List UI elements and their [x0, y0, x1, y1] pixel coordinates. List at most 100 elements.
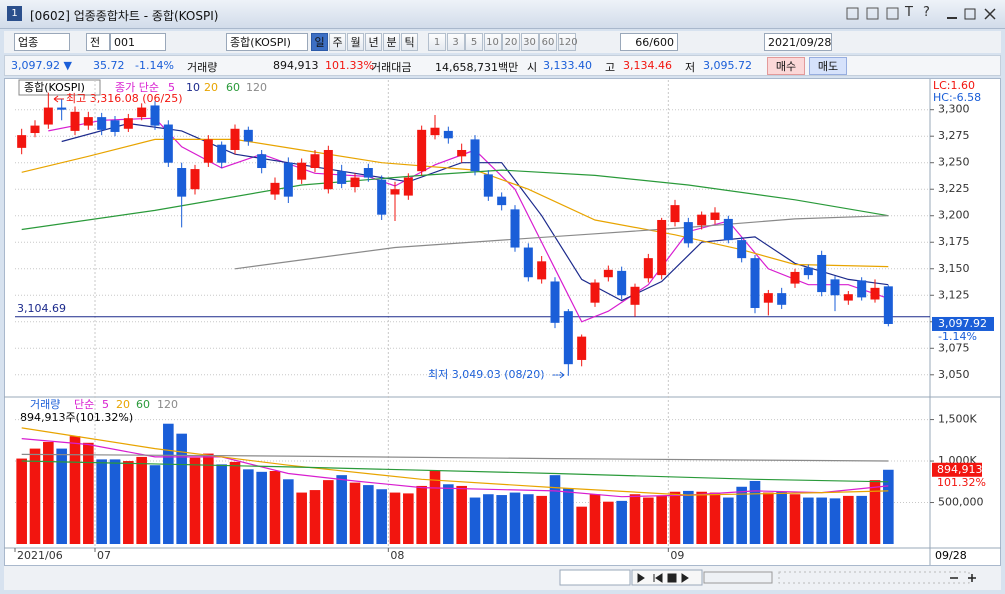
- icon-text[interactable]: T: [905, 5, 913, 20]
- zoom-slider[interactable]: [703, 571, 773, 584]
- candle-body: [737, 240, 747, 259]
- volume-bar: [549, 475, 561, 544]
- rate: -1.14%: [135, 59, 174, 72]
- y-tick-label: 500,000: [938, 496, 984, 509]
- volume-bar: [523, 494, 534, 544]
- legend-entry: 120: [246, 81, 267, 94]
- last-volume-box: [932, 462, 982, 477]
- interval-button[interactable]: 20: [502, 33, 520, 51]
- scope-select[interactable]: 전: [86, 33, 110, 51]
- candle-body: [803, 267, 813, 276]
- legend-prefix: 종가 단순: [115, 81, 159, 94]
- legend-entry: 5: [102, 398, 109, 411]
- help-icon[interactable]: ?: [923, 5, 930, 20]
- candle-body: [403, 177, 413, 196]
- interval-button[interactable]: 10: [483, 33, 502, 51]
- candle-body: [763, 293, 773, 303]
- volume-bar: [776, 491, 787, 544]
- candle-body: [523, 247, 533, 278]
- date-input[interactable]: 2021/09/28: [764, 33, 832, 51]
- moving-average-line: [21, 138, 889, 268]
- y-tick-label: 3,175: [938, 235, 970, 248]
- volume-title: 거래량: [30, 398, 60, 411]
- candle-body: [43, 107, 53, 125]
- low: 3,095.72: [703, 59, 752, 72]
- volume-bar: [296, 492, 307, 544]
- x-tick-label: 08: [390, 549, 404, 562]
- maximize[interactable]: [964, 8, 976, 20]
- code-input[interactable]: 001: [110, 33, 166, 51]
- volume-bar: [389, 492, 401, 544]
- interval-button[interactable]: 120: [557, 33, 578, 51]
- volume-bar: [883, 469, 894, 544]
- play-icons[interactable]: [637, 573, 689, 583]
- y-tick-label: 3,300: [938, 103, 970, 116]
- candle-body: [843, 294, 853, 301]
- candle-body: [17, 135, 27, 148]
- y-tick-label: 3,200: [938, 209, 970, 222]
- amount: 14,658,731백만: [435, 61, 519, 74]
- volume-bar: [669, 491, 681, 544]
- period-button[interactable]: 일: [311, 33, 328, 51]
- volume-bar: [403, 493, 414, 544]
- interval-button[interactable]: 1: [428, 33, 446, 51]
- icon[interactable]: [886, 7, 899, 20]
- volume-bar: [229, 461, 241, 544]
- close[interactable]: [984, 8, 996, 20]
- reference-label: 3,104.69: [17, 302, 66, 315]
- candle-body: [537, 261, 547, 280]
- interval-button[interactable]: 5: [465, 33, 483, 51]
- volume-bar: [483, 494, 494, 544]
- legend-entry: 10: [186, 81, 200, 94]
- volume-bar: [309, 490, 321, 544]
- period-button[interactable]: 년: [365, 33, 382, 51]
- interval-button[interactable]: 60: [539, 33, 557, 51]
- icon[interactable]: [866, 7, 879, 20]
- volume-bar: [469, 497, 481, 544]
- volume-bar: [709, 492, 721, 544]
- x-tick-label: 09: [670, 549, 684, 562]
- interval-button[interactable]: 3: [446, 33, 465, 51]
- sell-button[interactable]: 매도: [809, 57, 847, 75]
- volume-bar: [216, 464, 227, 544]
- price: 3,097.92 ▼: [11, 59, 72, 72]
- window-controls[interactable]: [845, 6, 1005, 22]
- market-select[interactable]: 업종: [14, 33, 70, 51]
- play-controls[interactable]: [631, 569, 703, 586]
- volume-bar: [576, 506, 587, 544]
- candle-body: [857, 280, 867, 298]
- candle-body: [83, 117, 93, 126]
- volume-bar: [869, 480, 881, 544]
- legend-entry: 60: [226, 81, 240, 94]
- hc-label: HC:-6.58: [933, 91, 981, 104]
- candle-body: [177, 168, 187, 197]
- volume-bar: [683, 490, 694, 544]
- candle-body: [657, 219, 667, 276]
- amount-label: 거래대금: [371, 61, 412, 74]
- volume-bar: [269, 471, 281, 544]
- quote-row: 3,097.92 ▼ 35.72 -1.14% 거래량 894,913 101.…: [4, 55, 1001, 76]
- buy-button[interactable]: 매수: [767, 57, 805, 75]
- period-button[interactable]: 주: [329, 33, 346, 51]
- period-button[interactable]: 월: [347, 33, 364, 51]
- y-tick-label: 3,275: [938, 129, 970, 142]
- volume-bar: [789, 494, 801, 544]
- candle-body: [563, 311, 573, 365]
- volume-bar: [563, 488, 574, 544]
- moving-average-line: [21, 427, 889, 496]
- candle-body: [710, 212, 720, 220]
- icon[interactable]: [846, 7, 859, 20]
- name-field: 종합(KOSPI): [226, 33, 308, 51]
- zoom-buttons[interactable]: [950, 574, 976, 582]
- volume-bar: [336, 475, 347, 544]
- candle-body: [777, 293, 787, 305]
- period-button[interactable]: 분: [383, 33, 400, 51]
- scroll-track[interactable]: [559, 569, 631, 586]
- interval-button[interactable]: 30: [520, 33, 539, 51]
- candle-body: [390, 189, 400, 195]
- volume-bar: [749, 480, 761, 544]
- volume-bar: [189, 457, 201, 544]
- period-button[interactable]: 틱: [401, 33, 418, 51]
- scroll-controls[interactable]: [4, 566, 1001, 590]
